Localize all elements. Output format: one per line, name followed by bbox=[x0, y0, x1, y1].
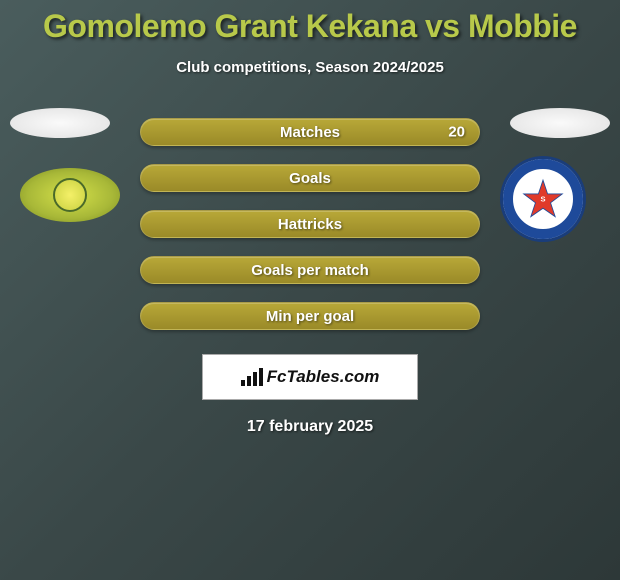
bar-pill: Goals per match bbox=[140, 256, 480, 284]
club-logo-left bbox=[20, 168, 120, 228]
sundowns-inner bbox=[53, 178, 87, 212]
bar-value-right: 20 bbox=[448, 124, 465, 141]
bar-row: Goals bbox=[140, 164, 480, 194]
bar-pill: Min per goal bbox=[140, 302, 480, 330]
bar-label: Min per goal bbox=[266, 308, 354, 325]
bar-pill: Goals bbox=[140, 164, 480, 192]
chart-area: S Matches 20 Goals Hattricks Goals per match… bbox=[0, 108, 620, 338]
bar-row: Min per goal bbox=[140, 302, 480, 332]
bar-row: Goals per match bbox=[140, 256, 480, 286]
branding-text: FcTables.com bbox=[267, 367, 380, 387]
bar-pill: Matches 20 bbox=[140, 118, 480, 146]
comparison-card: Gomolemo Grant Kekana vs Mobbie Club com… bbox=[0, 0, 620, 580]
bar-chart-icon bbox=[241, 368, 263, 386]
bar-label: Hattricks bbox=[278, 216, 342, 233]
supersport-star-icon: S bbox=[522, 178, 564, 220]
bar-row: Matches 20 bbox=[140, 118, 480, 148]
bar-pill: Hattricks bbox=[140, 210, 480, 238]
player-photo-left bbox=[10, 108, 110, 138]
player-photo-right bbox=[510, 108, 610, 138]
fctables-logo: FcTables.com bbox=[241, 367, 380, 387]
date-text: 17 february 2025 bbox=[0, 418, 620, 436]
bar-label: Matches bbox=[280, 124, 340, 141]
page-title: Gomolemo Grant Kekana vs Mobbie bbox=[0, 0, 620, 45]
bars-container: Matches 20 Goals Hattricks Goals per match Mi… bbox=[140, 118, 480, 348]
supersport-badge: S bbox=[500, 156, 586, 242]
svg-text:S: S bbox=[540, 195, 545, 204]
bar-label: Goals per match bbox=[251, 262, 369, 279]
bar-row: Hattricks bbox=[140, 210, 480, 240]
club-logo-right: S bbox=[500, 168, 600, 228]
sundowns-badge bbox=[20, 168, 120, 222]
branding-box: FcTables.com bbox=[202, 354, 418, 400]
subtitle: Club competitions, Season 2024/2025 bbox=[0, 59, 620, 76]
bar-label: Goals bbox=[289, 170, 331, 187]
